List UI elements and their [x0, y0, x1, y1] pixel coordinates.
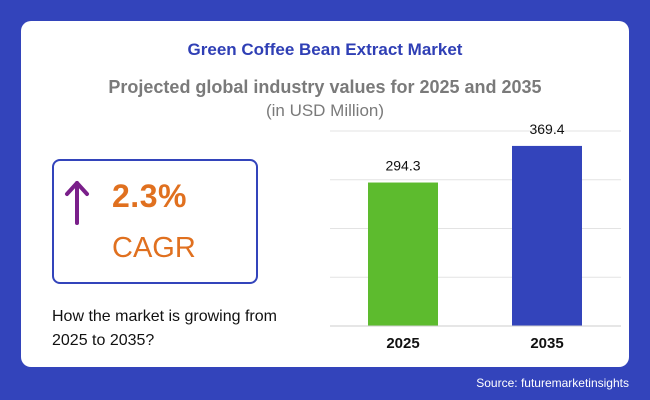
x-tick-label-2035: 2035	[530, 335, 563, 352]
bar-2035	[512, 145, 582, 326]
main-card: Green Coffee Bean Extract Market Project…	[21, 21, 629, 367]
unit-label: (in USD Million)	[265, 101, 385, 120]
cagr-label: CAGR	[112, 232, 196, 264]
data-label-2035: 369.4	[529, 121, 564, 137]
cagr-box: 2.3% CAGR	[52, 159, 258, 284]
data-label-2025: 294.3	[385, 158, 420, 174]
arrow-up-icon	[65, 181, 89, 225]
cagr-value: 2.3%	[112, 178, 187, 214]
growth-question: How the market is growing from 2025 to 2…	[52, 308, 277, 349]
source-note: Source: futuremarketinsights	[476, 376, 629, 390]
bar-2025	[368, 182, 438, 326]
chart-subtitle: Projected global industry values for 202…	[108, 77, 542, 97]
bar-chart: 294.3 2025 369.4 2035	[330, 121, 621, 352]
chart-title: Green Coffee Bean Extract Market	[187, 40, 463, 59]
x-tick-label-2025: 2025	[386, 335, 419, 352]
